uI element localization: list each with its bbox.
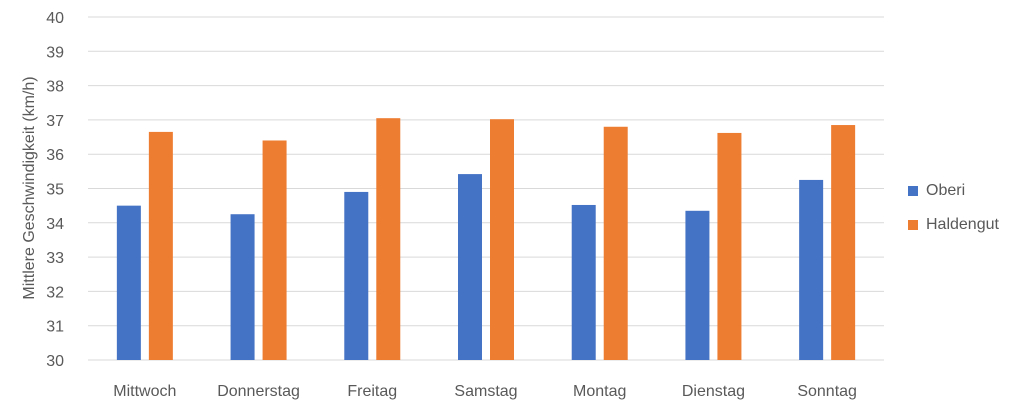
bar-oberi-samstag <box>458 174 482 360</box>
bar-oberi-montag <box>571 204 596 360</box>
legend-swatch-oberi <box>908 186 918 196</box>
y-tick-label: 32 <box>46 284 64 301</box>
x-tick-label: Freitag <box>347 383 397 400</box>
legend-item-haldengut: Haldengut <box>908 208 999 242</box>
x-tick-label: Mittwoch <box>113 383 176 400</box>
x-tick-label: Donnerstag <box>217 383 300 400</box>
x-tick-label: Samstag <box>454 383 517 400</box>
x-tick-label: Sonntag <box>797 383 857 400</box>
y-tick-label: 37 <box>46 113 64 130</box>
legend: Oberi Haldengut <box>908 174 999 242</box>
bar-haldengut-donnerstag <box>262 140 287 360</box>
bar-haldengut-mittwoch <box>148 131 173 360</box>
bar-haldengut-samstag <box>490 119 514 361</box>
y-tick-label: 31 <box>46 319 64 336</box>
bar-oberi-sonntag <box>799 179 824 360</box>
y-tick-label: 33 <box>46 250 64 267</box>
bar-oberi-dienstag <box>685 210 710 360</box>
y-tick-label: 35 <box>46 182 64 199</box>
y-tick-label: 39 <box>46 44 64 61</box>
bars <box>116 118 856 361</box>
bar-oberi-mittwoch <box>116 205 141 360</box>
y-tick-label: 40 <box>46 10 64 27</box>
y-tick-label: 36 <box>46 147 64 164</box>
bar-haldengut-freitag <box>376 118 401 360</box>
bar-oberi-donnerstag <box>230 214 255 360</box>
y-tick-label: 34 <box>46 216 64 233</box>
y-axis-label: Mittlere Geschwindigkeit (km/h) <box>21 76 38 299</box>
legend-swatch-haldengut <box>908 220 918 230</box>
legend-label-oberi: Oberi <box>926 182 966 199</box>
bar-haldengut-montag <box>603 126 628 360</box>
y-tick-label: 30 <box>46 353 64 370</box>
x-axis-ticks: Mittwoch Donnerstag Freitag Samstag Montag Di… <box>113 383 857 400</box>
bar-haldengut-dienstag <box>717 132 742 360</box>
y-axis-ticks: 30 31 32 33 34 35 36 37 38 39 40 <box>46 10 64 370</box>
x-tick-label: Montag <box>573 383 626 400</box>
legend-label-haldengut: Haldengut <box>926 216 999 233</box>
bar-oberi-freitag <box>344 191 369 360</box>
legend-item-oberi: Oberi <box>908 174 999 208</box>
gridlines <box>88 16 884 361</box>
bar-haldengut-sonntag <box>831 125 856 360</box>
y-tick-label: 38 <box>46 79 64 96</box>
x-tick-label: Dienstag <box>682 383 745 400</box>
